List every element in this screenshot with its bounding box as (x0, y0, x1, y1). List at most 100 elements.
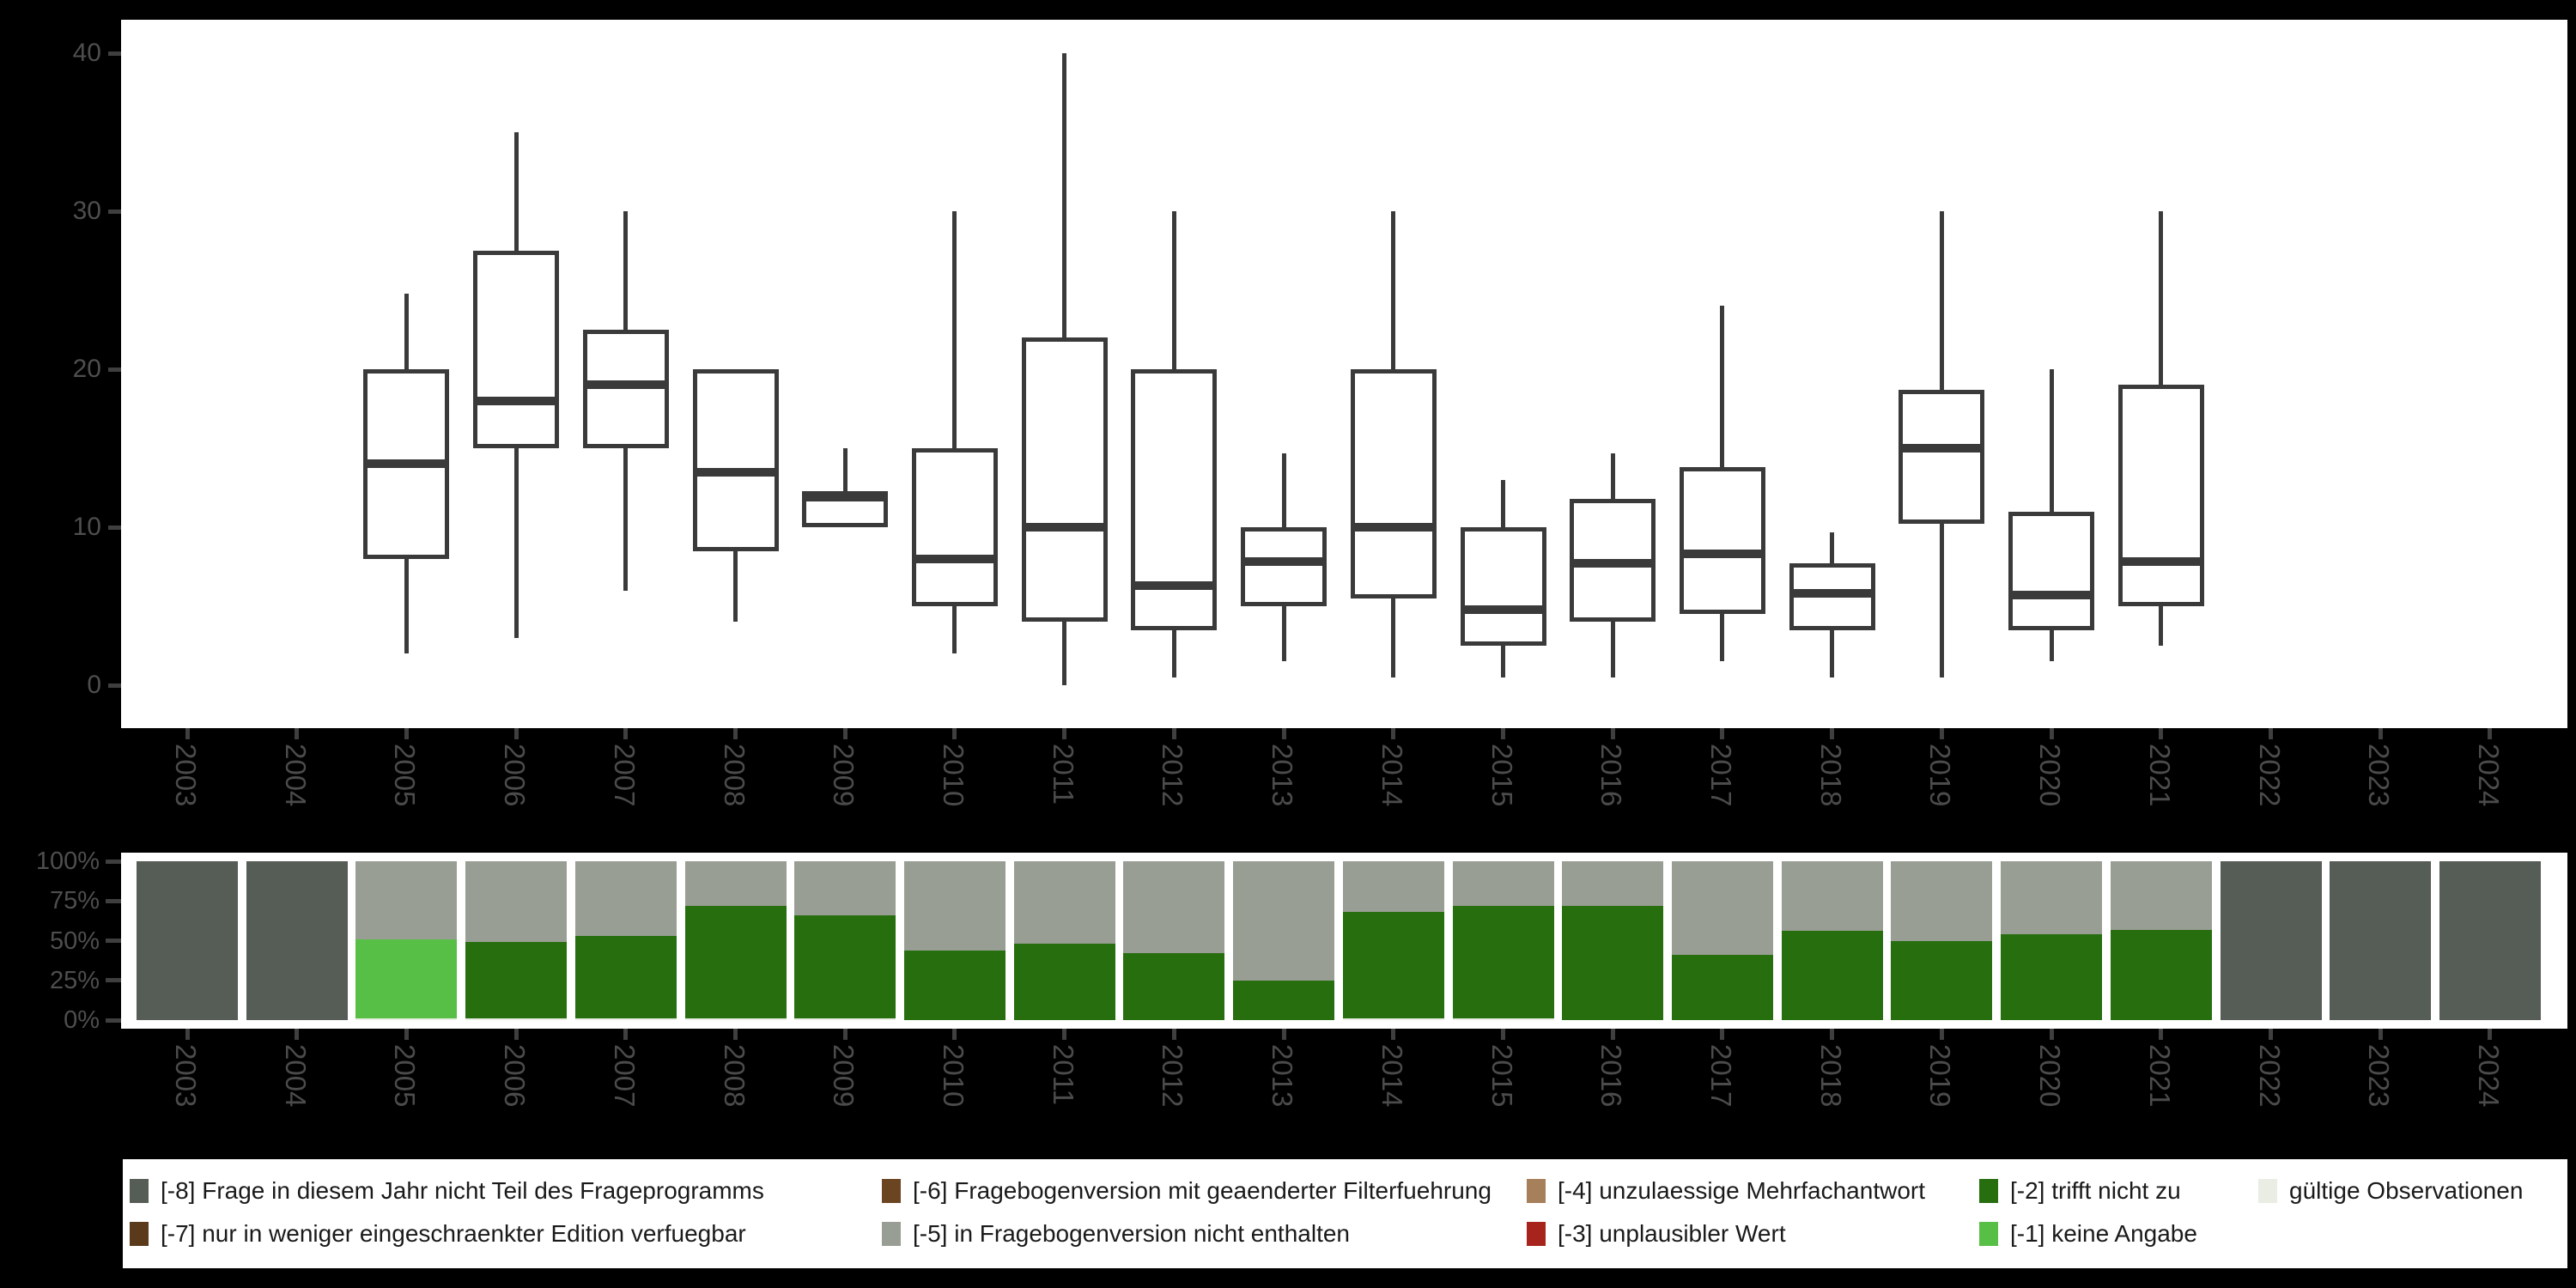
bar-segment-not_in_version (465, 861, 568, 943)
legend-swatch-valid (2258, 1179, 2277, 1203)
boxplot-lower-whisker (1501, 646, 1506, 677)
boxplot-lower-whisker (1610, 622, 1615, 677)
x-tick (952, 728, 957, 739)
boxplot-upper-whisker (2049, 369, 2054, 512)
legend-label-filter: [-6] Fragebogenversion mit geaenderter F… (913, 1177, 1492, 1204)
bar-segment-trifft_nicht_zu (903, 950, 1005, 1020)
boxplot-median (2008, 591, 2095, 600)
y-tick (108, 51, 121, 56)
boxplot-lower-whisker (1830, 629, 1835, 677)
x-tick-label: 2010 (937, 744, 969, 807)
legend-item-edition: [-7] nur in weniger eingeschraenkter Edi… (130, 1215, 746, 1253)
bar-segment-not_in_version (2110, 861, 2212, 930)
boxplot-box (473, 251, 560, 448)
x-tick (513, 1029, 519, 1040)
x-tick (1939, 1029, 1944, 1040)
legend-label-not_in_version: [-5] in Fragebogenversion nicht enthalte… (913, 1220, 1350, 1247)
bar-segment-trifft_nicht_zu (1123, 953, 1225, 1020)
legend-label-keine_angabe: [-1] keine Angabe (2010, 1220, 2197, 1247)
bar-segment-trifft_nicht_zu (2110, 929, 2212, 1020)
legend-label-trifft_nicht_zu: [-2] trifft nicht zu (2010, 1177, 2181, 1204)
x-tick (733, 1029, 738, 1040)
x-tick (952, 1029, 957, 1040)
boxplot-box (1679, 467, 1765, 615)
x-tick-label: 2003 (170, 744, 202, 807)
bar-segment-na_program (246, 861, 348, 1020)
bar-segment-valid (684, 1018, 787, 1020)
x-tick-label: 2009 (828, 1044, 860, 1108)
bar-segment-not_in_version (1233, 861, 1335, 981)
y-tick (106, 978, 121, 983)
x-tick-label: 2020 (2034, 744, 2067, 807)
boxplot-lower-whisker (1939, 524, 1944, 677)
y-tick-label: 0 (87, 671, 101, 699)
bar-segment-trifft_nicht_zu (574, 935, 677, 1019)
x-tick-label: 2012 (1157, 744, 1189, 807)
boxplot-median (1899, 444, 1985, 453)
x-tick-label: 2018 (1814, 1044, 1847, 1108)
bar-segment-not_in_version (903, 861, 1005, 951)
x-tick (1720, 1029, 1725, 1040)
x-tick-label: 2003 (170, 1044, 202, 1108)
y-tick-label: 0% (64, 1006, 100, 1034)
x-tick-label: 2013 (1267, 744, 1299, 807)
bar-segment-na_program (137, 861, 238, 1020)
bar-segment-trifft_nicht_zu (1781, 931, 1883, 1020)
boxplot-lower-whisker (2159, 606, 2164, 646)
boxplot-box (1350, 369, 1437, 598)
boxplot-upper-whisker (842, 448, 848, 491)
boxplot-panel (121, 20, 2567, 728)
boxplot-box (1241, 527, 1327, 606)
bar-segment-valid (794, 1018, 896, 1020)
bar-segment-valid (1342, 1018, 1444, 1020)
x-tick-label: 2016 (1595, 744, 1628, 807)
stacked-bar-panel (121, 853, 2567, 1029)
bar-segment-trifft_nicht_zu (794, 914, 896, 1019)
bar-segment-not_in_version (794, 861, 896, 915)
y-tick (108, 209, 121, 214)
x-tick (2159, 728, 2164, 739)
x-tick-label: 2014 (1376, 1044, 1408, 1108)
boxplot-box (1131, 369, 1218, 630)
bar-segment-trifft_nicht_zu (1013, 944, 1115, 1020)
bar-segment-trifft_nicht_zu (1671, 955, 1773, 1020)
bar-segment-trifft_nicht_zu (1233, 980, 1335, 1020)
x-tick-label: 2024 (2472, 1044, 2505, 1108)
x-tick (842, 728, 848, 739)
x-tick (1281, 728, 1286, 739)
bar-segment-not_in_version (1342, 861, 1444, 913)
x-tick (1939, 728, 1944, 739)
y-tick (108, 525, 121, 530)
boxplot-upper-whisker (1501, 479, 1506, 527)
x-tick (2049, 1029, 2054, 1040)
legend-label-valid: gültige Observationen (2289, 1177, 2524, 1204)
boxplot-lower-whisker (2049, 629, 2054, 662)
bar-segment-not_in_version (1671, 861, 1773, 956)
x-tick (1830, 1029, 1835, 1040)
x-tick-label: 2005 (389, 1044, 422, 1108)
x-tick (295, 728, 300, 739)
x-tick (1171, 1029, 1176, 1040)
x-tick-label: 2020 (2034, 1044, 2067, 1108)
boxplot-median (1241, 557, 1327, 567)
boxplot-lower-whisker (1062, 622, 1067, 685)
x-tick-label: 2007 (608, 1044, 641, 1108)
boxplot-median (1460, 605, 1546, 614)
x-tick-label: 2006 (499, 744, 532, 807)
y-tick-label: 100% (35, 848, 100, 875)
boxplot-upper-whisker (952, 211, 957, 448)
x-tick-label: 2012 (1157, 1044, 1189, 1108)
x-tick-label: 2017 (1704, 1044, 1737, 1108)
x-tick (185, 1029, 190, 1040)
x-tick-label: 2021 (2143, 1044, 2176, 1108)
x-tick-label: 2010 (937, 1044, 969, 1108)
x-tick-label: 2019 (1924, 1044, 1957, 1108)
boxplot-median (802, 493, 889, 502)
x-tick (404, 728, 409, 739)
x-tick-label: 2011 (1047, 1044, 1079, 1105)
y-tick-label: 25% (49, 966, 100, 994)
boxplot-box (1460, 527, 1546, 646)
x-tick (513, 728, 519, 739)
x-tick-label: 2015 (1485, 744, 1518, 807)
